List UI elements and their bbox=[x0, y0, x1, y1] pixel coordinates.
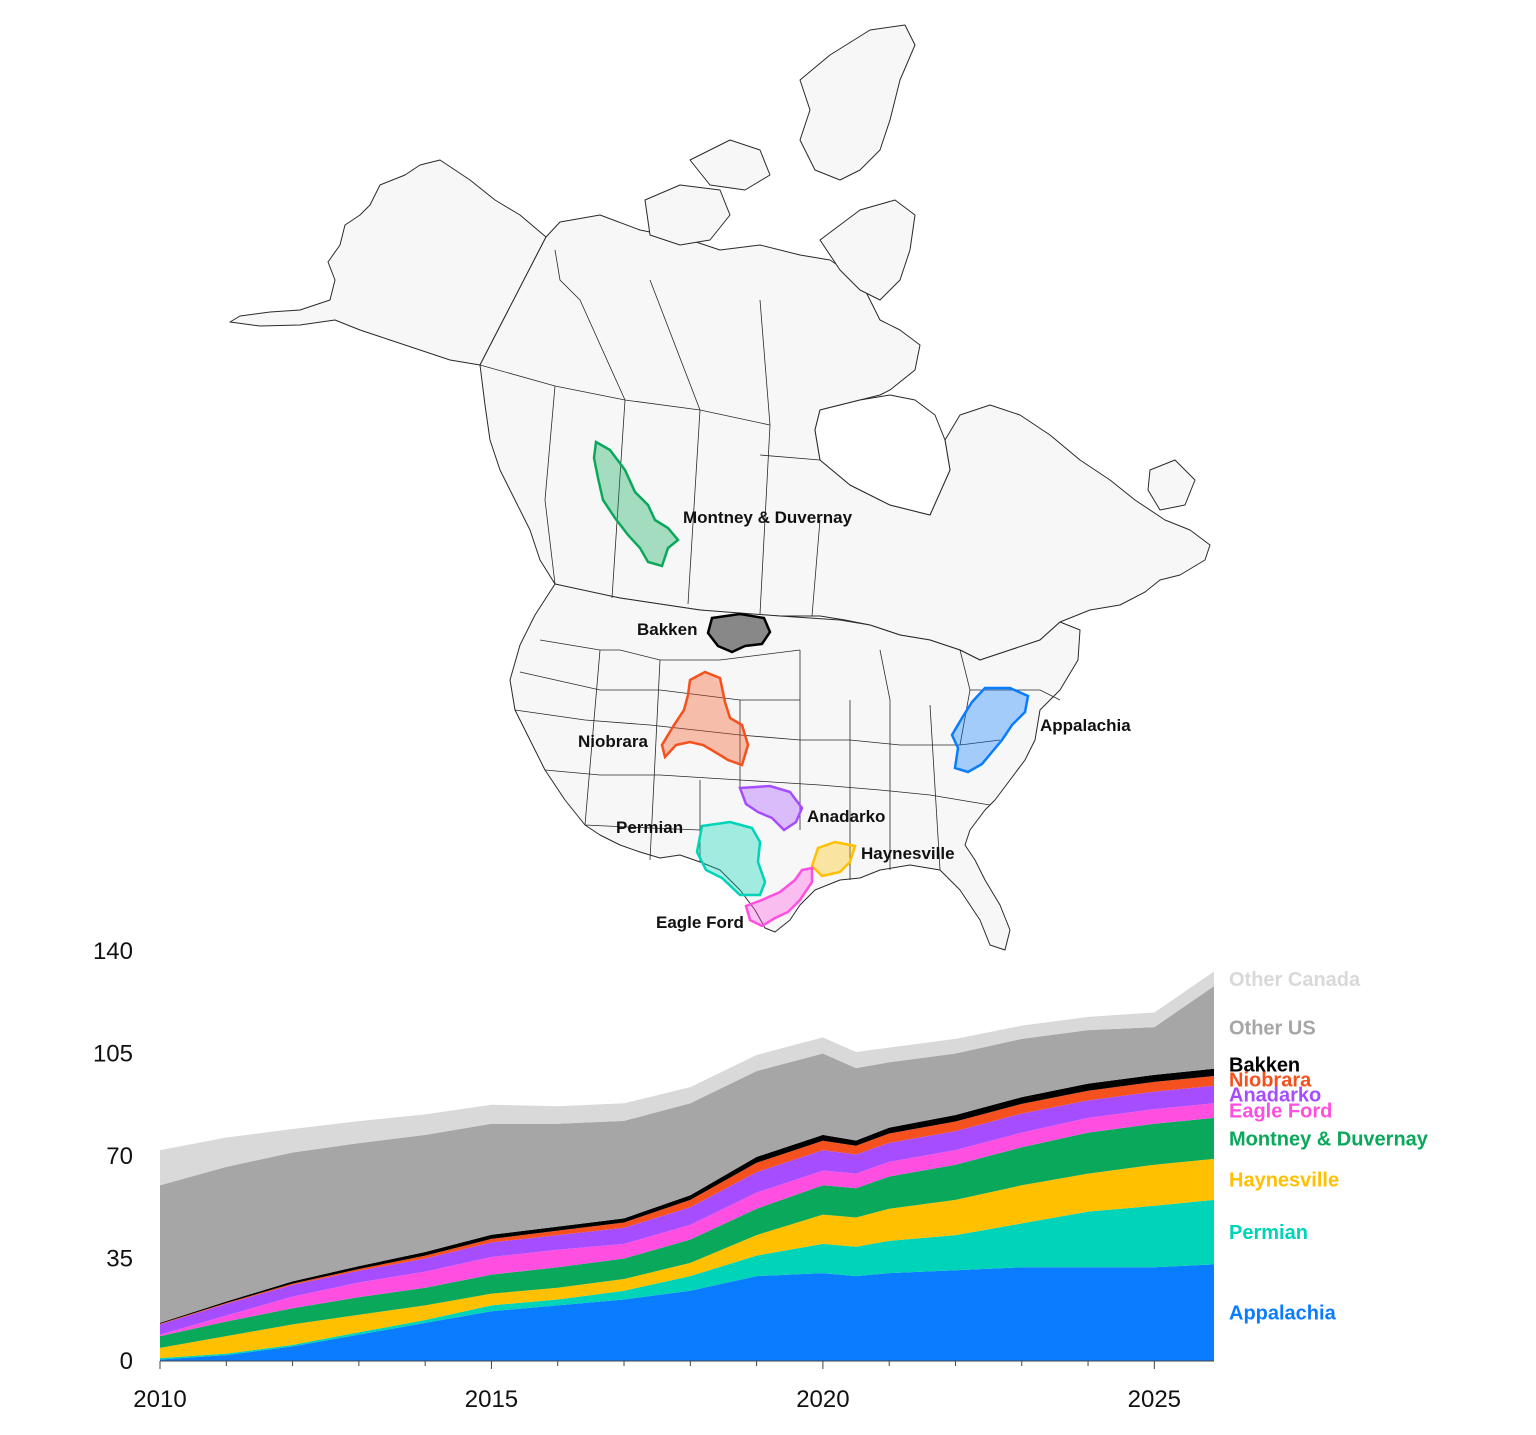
basin-label-anadarko: Anadarko bbox=[807, 807, 885, 826]
basin-shape-haynesville bbox=[810, 840, 857, 878]
area-appalachia bbox=[160, 1264, 1214, 1361]
y-tick-label: 70 bbox=[106, 1143, 133, 1170]
x-tick-label: 2015 bbox=[465, 1386, 518, 1413]
series-label-bakken: Bakken bbox=[1229, 1055, 1300, 1077]
series-label-niobrara: Niobrara bbox=[1229, 1070, 1312, 1092]
series-label-eagle-ford: Eagle Ford bbox=[1229, 1101, 1332, 1123]
y-tick-label: 35 bbox=[106, 1246, 133, 1273]
basin-shape-eagleford bbox=[744, 866, 814, 928]
basin-shape-appalachia bbox=[950, 686, 1030, 774]
x-tick-label: 2020 bbox=[796, 1386, 849, 1413]
area-other-us bbox=[160, 986, 1214, 1323]
area-haynesville bbox=[160, 1158, 1214, 1359]
area-other-canada bbox=[160, 971, 1214, 1186]
basin-shape-anadarko bbox=[738, 784, 804, 832]
basin-label-permian: Permian bbox=[616, 818, 683, 837]
y-tick-label: 0 bbox=[120, 1348, 133, 1375]
chart-axes: 2010 2015 2020 2025 0 35 70 105 140 bbox=[93, 938, 1214, 1413]
series-label-permian: Permian bbox=[1229, 1222, 1308, 1244]
basin-shape-bakken bbox=[706, 612, 772, 654]
series-label-montney-duvernay: Montney & Duvernay bbox=[1229, 1128, 1429, 1150]
victoria-island bbox=[644, 184, 731, 246]
newfoundland bbox=[1147, 459, 1196, 511]
basin-regions bbox=[592, 439, 1030, 928]
x-tick-label: 2025 bbox=[1128, 1386, 1181, 1413]
basin-label-bakken: Bakken bbox=[637, 620, 697, 639]
y-tick-label: 105 bbox=[93, 1041, 133, 1068]
series-label-haynesville: Haynesville bbox=[1229, 1169, 1339, 1191]
chart-areas bbox=[160, 971, 1214, 1361]
basin-label-niobrara: Niobrara bbox=[578, 732, 648, 751]
series-label-appalachia: Appalachia bbox=[1229, 1303, 1337, 1325]
series-label-other-canada: Other Canada bbox=[1229, 969, 1361, 991]
series-label-other-us: Other US bbox=[1229, 1017, 1316, 1039]
alaska-landmass bbox=[229, 159, 547, 366]
baffin-island bbox=[819, 199, 916, 301]
united-states-mainland bbox=[509, 583, 1081, 951]
province-state-borders bbox=[479, 249, 1061, 880]
ellesmere-island bbox=[799, 24, 916, 181]
basin-label-montney: Montney & Duvernay bbox=[683, 508, 853, 527]
arctic-islands bbox=[689, 139, 771, 191]
chart-series-labels: Appalachia Permian Haynesville Montney & Du… bbox=[1229, 969, 1429, 1325]
area-eagle-ford bbox=[160, 1103, 1214, 1337]
y-tick-label: 140 bbox=[93, 938, 133, 965]
area-montney-duvernay bbox=[160, 1117, 1214, 1348]
basin-label-appalachia: Appalachia bbox=[1040, 716, 1131, 735]
basin-labels: Montney & Duvernay Bakken Niobrara Appal… bbox=[578, 508, 1131, 932]
basin-label-haynesville: Haynesville bbox=[861, 844, 955, 863]
series-label-anadarko: Anadarko bbox=[1229, 1085, 1321, 1107]
area-permian bbox=[160, 1199, 1214, 1360]
north-america-map: Montney & Duvernay Bakken Niobrara Appal… bbox=[229, 24, 1211, 951]
x-tick-label: 2010 bbox=[133, 1386, 186, 1413]
basin-shape-permian bbox=[695, 820, 767, 897]
basin-shape-niobrara bbox=[660, 670, 750, 767]
area-anadarko bbox=[160, 1085, 1214, 1335]
basin-label-eagleford: Eagle Ford bbox=[656, 913, 744, 932]
basin-shape-montney bbox=[592, 439, 680, 568]
